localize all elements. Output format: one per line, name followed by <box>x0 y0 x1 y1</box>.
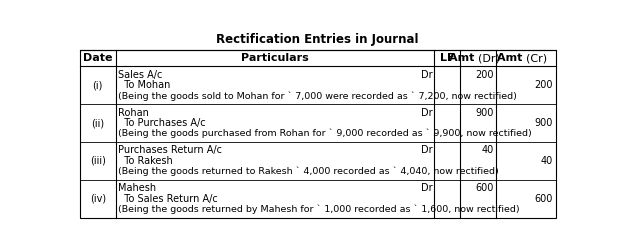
Text: Purchases Return A/c: Purchases Return A/c <box>118 145 221 155</box>
Text: Amt: Amt <box>497 53 526 63</box>
Text: To Sales Return A/c: To Sales Return A/c <box>118 194 217 204</box>
Text: (i): (i) <box>92 80 103 90</box>
Text: To Mohan: To Mohan <box>118 80 170 90</box>
Text: (iv): (iv) <box>90 194 106 204</box>
Text: 900: 900 <box>476 108 494 118</box>
Text: Dr: Dr <box>421 145 432 155</box>
Text: 40: 40 <box>482 145 494 155</box>
Text: (Being the goods returned by Mahesh for ` 1,000 recorded as ` 1,600, now rectifi: (Being the goods returned by Mahesh for … <box>118 205 519 214</box>
Text: Dr: Dr <box>421 70 432 80</box>
Text: (Cr): (Cr) <box>526 53 547 63</box>
Text: Mahesh: Mahesh <box>118 183 156 193</box>
Bar <box>80 50 556 218</box>
Text: Rectification Entries in Journal: Rectification Entries in Journal <box>216 33 419 46</box>
Text: 600: 600 <box>476 183 494 193</box>
Text: To Rakesh: To Rakesh <box>118 156 172 166</box>
Text: Rohan: Rohan <box>118 108 148 118</box>
Text: (Being the goods returned to Rakesh ` 4,000 recorded as ` 4,040, now rectified): (Being the goods returned to Rakesh ` 4,… <box>118 167 498 176</box>
Text: 40: 40 <box>541 156 553 166</box>
Text: (Being the goods purchased from Rohan for ` 9,000 recorded as ` 9,900, now recti: (Being the goods purchased from Rohan fo… <box>118 129 531 138</box>
Text: Particulars: Particulars <box>241 53 309 63</box>
Text: (Being the goods sold to Mohan for ` 7,000 were recorded as ` 7,200, now rectifi: (Being the goods sold to Mohan for ` 7,0… <box>118 91 516 101</box>
Text: 200: 200 <box>476 70 494 80</box>
Text: (Dr): (Dr) <box>478 53 500 63</box>
Text: 600: 600 <box>535 194 553 204</box>
Text: Dr: Dr <box>421 108 432 118</box>
Text: Dr: Dr <box>421 183 432 193</box>
Text: To Purchases A/c: To Purchases A/c <box>118 118 205 128</box>
Text: (iii): (iii) <box>90 156 105 166</box>
Text: Amt: Amt <box>449 53 478 63</box>
Text: 900: 900 <box>535 118 553 128</box>
Text: 200: 200 <box>534 80 553 90</box>
Text: LF: LF <box>440 53 454 63</box>
Text: (ii): (ii) <box>91 118 104 128</box>
Text: Date: Date <box>83 53 112 63</box>
Text: Sales A/c: Sales A/c <box>118 70 162 80</box>
